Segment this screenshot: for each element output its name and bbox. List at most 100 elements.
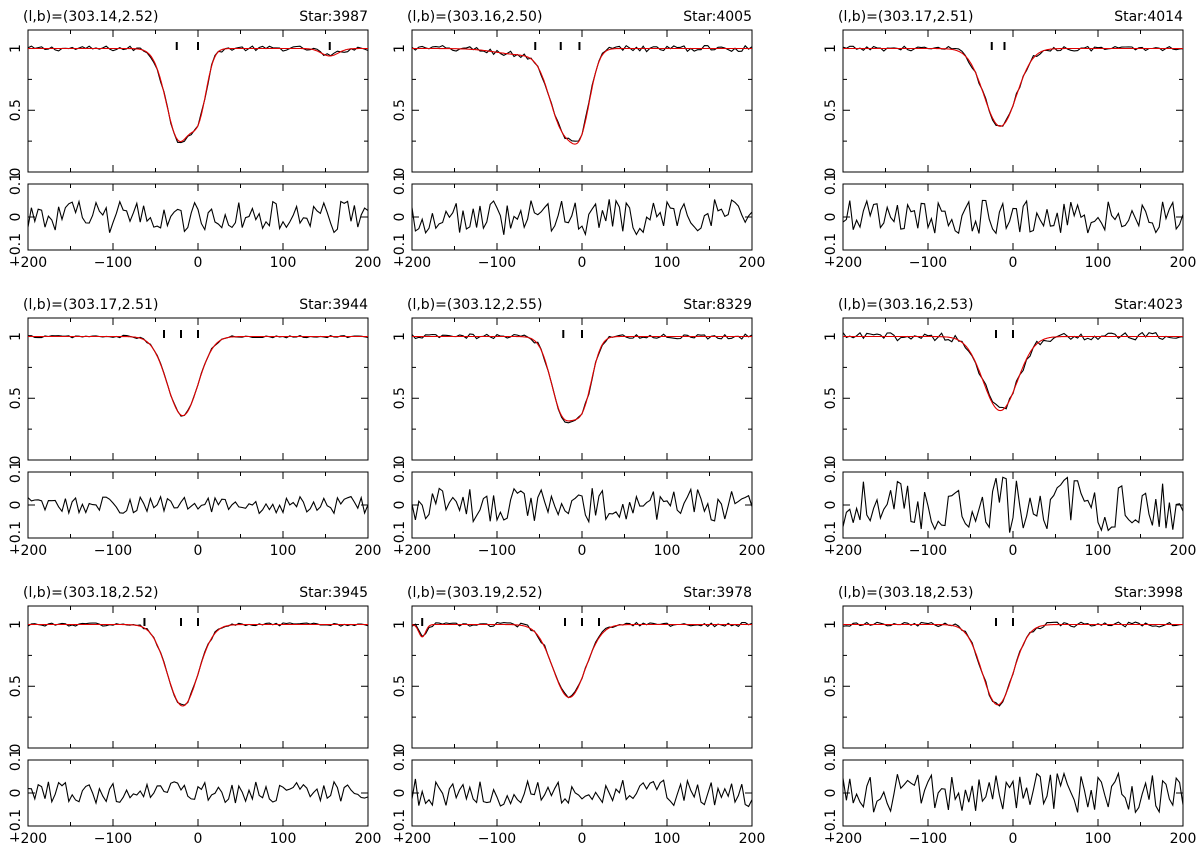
panel-6: (l,b)=(303.16,2.53) Star:4023−200 −100 0 100… xyxy=(823,297,1196,559)
x-tick-label: 200 xyxy=(355,831,382,847)
x-tick-label: 0 xyxy=(194,831,203,847)
y-tick-label: 0 xyxy=(392,456,408,465)
residual-y-tick-label: 0 xyxy=(823,213,839,222)
x-tick-label: 0 xyxy=(1009,255,1018,271)
fit-line xyxy=(843,623,1183,706)
x-tick-label: 200 xyxy=(739,831,766,847)
y-tick-label: 0.5 xyxy=(8,675,24,697)
panel-7: (l,b)=(303.18,2.52) Star:3945−200 −100 0 100… xyxy=(8,585,381,847)
x-tick-label: 0 xyxy=(194,543,203,559)
x-tick-label: −100 xyxy=(478,831,516,847)
y-tick-label: 1 xyxy=(8,44,24,53)
residual-line xyxy=(842,199,1184,235)
residual-frame xyxy=(27,183,369,251)
x-tick-label: −100 xyxy=(94,255,132,271)
residual-line xyxy=(842,771,1184,814)
y-tick-label: 0 xyxy=(823,456,839,465)
x-tick-label: 200 xyxy=(1170,831,1197,847)
x-tick-label: 100 xyxy=(270,543,297,559)
residual-y-tick-label: 0 xyxy=(392,501,408,510)
observed-spectrum-line xyxy=(411,621,753,699)
spectrum-frame xyxy=(842,29,1184,173)
panel-4: (l,b)=(303.17,2.51) Star:3944−200 −100 0 100… xyxy=(8,297,381,559)
residual-y-tick-label: 0 xyxy=(8,501,24,510)
y-tick-label: 0.5 xyxy=(823,387,839,409)
x-tick-label: −100 xyxy=(478,255,516,271)
y-tick-label: 1 xyxy=(823,332,839,341)
y-tick-label: 0.5 xyxy=(823,675,839,697)
panel-title: (l,b)=(303.18,2.52) xyxy=(23,585,158,601)
y-tick-label: 0.5 xyxy=(8,387,24,409)
x-tick-label: −100 xyxy=(94,831,132,847)
panel-3: (l,b)=(303.17,2.51) Star:4014−200 −100 0 100… xyxy=(823,9,1196,271)
x-tick-label: 100 xyxy=(654,543,681,559)
panel-2: (l,b)=(303.16,2.50) Star:4005−200 −100 0 100… xyxy=(392,9,765,271)
residual-frame xyxy=(411,471,753,539)
y-tick-label: 1 xyxy=(392,620,408,629)
spectrum-frame xyxy=(842,317,1184,461)
y-tick-label: 0 xyxy=(8,168,24,177)
observed-spectrum-line xyxy=(411,44,753,142)
spectrum-frame xyxy=(411,29,753,173)
x-tick-label: 100 xyxy=(1085,543,1112,559)
x-tick-label: −100 xyxy=(909,831,947,847)
x-tick-label: 100 xyxy=(270,831,297,847)
star-label: Star:4005 xyxy=(683,9,752,25)
residual-y-tick-label: 0 xyxy=(823,789,839,798)
spectrum-frame xyxy=(27,605,369,749)
y-tick-label: 0 xyxy=(8,744,24,753)
panel-title: (l,b)=(303.17,2.51) xyxy=(23,297,158,313)
residual-y-tick-label: 0.1 xyxy=(823,461,839,483)
x-tick-label: 0 xyxy=(578,255,587,271)
y-tick-label: 0 xyxy=(823,744,839,753)
y-tick-label: 0 xyxy=(392,744,408,753)
residual-y-tick-label: −0.1 xyxy=(392,809,408,843)
y-tick-label: 0 xyxy=(392,168,408,177)
residual-y-tick-label: −0.1 xyxy=(392,233,408,267)
x-tick-label: 200 xyxy=(1170,255,1197,271)
residual-y-tick-label: −0.1 xyxy=(8,521,24,555)
fit-line xyxy=(412,47,752,145)
residual-y-tick-label: 0 xyxy=(8,213,24,222)
x-tick-label: 200 xyxy=(739,255,766,271)
x-tick-label: −200 xyxy=(824,831,862,847)
panel-title: (l,b)=(303.16,2.53) xyxy=(838,297,973,313)
y-tick-label: 1 xyxy=(8,620,24,629)
star-label: Star:3987 xyxy=(299,9,368,25)
x-tick-label: 0 xyxy=(578,831,587,847)
panel-title: (l,b)=(303.19,2.52) xyxy=(407,585,542,601)
panel-9: (l,b)=(303.18,2.53) Star:3998−200 −100 0 100… xyxy=(823,585,1196,847)
spectrum-frame xyxy=(842,605,1184,749)
observed-spectrum-line xyxy=(842,331,1184,410)
residual-y-tick-label: −0.1 xyxy=(823,521,839,555)
x-tick-label: 0 xyxy=(194,255,203,271)
y-tick-label: 0 xyxy=(823,168,839,177)
residual-frame xyxy=(27,471,369,539)
x-tick-label: 200 xyxy=(355,255,382,271)
residual-y-tick-label: 0 xyxy=(8,789,24,798)
y-tick-label: 1 xyxy=(823,44,839,53)
x-tick-label: −200 xyxy=(9,543,47,559)
x-tick-label: 100 xyxy=(270,255,297,271)
residual-line xyxy=(842,476,1184,533)
x-tick-label: 0 xyxy=(1009,543,1018,559)
star-label: Star:3944 xyxy=(299,297,368,313)
residual-y-tick-label: −0.1 xyxy=(392,521,408,555)
x-tick-label: −200 xyxy=(393,543,431,559)
x-tick-label: −200 xyxy=(393,255,431,271)
residual-y-tick-label: 0.1 xyxy=(8,749,24,771)
star-label: Star:3998 xyxy=(1114,585,1183,601)
y-tick-label: 1 xyxy=(8,332,24,341)
x-tick-label: 200 xyxy=(355,543,382,559)
star-label: Star:4014 xyxy=(1114,9,1183,25)
residual-frame xyxy=(842,183,1184,251)
spectrum-frame xyxy=(27,317,369,461)
x-tick-label: −100 xyxy=(909,543,947,559)
x-tick-label: 100 xyxy=(1085,831,1112,847)
fit-line xyxy=(28,623,368,707)
observed-spectrum-line xyxy=(842,45,1184,127)
y-tick-label: 0.5 xyxy=(8,99,24,121)
residual-line xyxy=(411,199,753,237)
y-tick-label: 1 xyxy=(392,44,408,53)
residual-y-tick-label: 0 xyxy=(392,789,408,798)
